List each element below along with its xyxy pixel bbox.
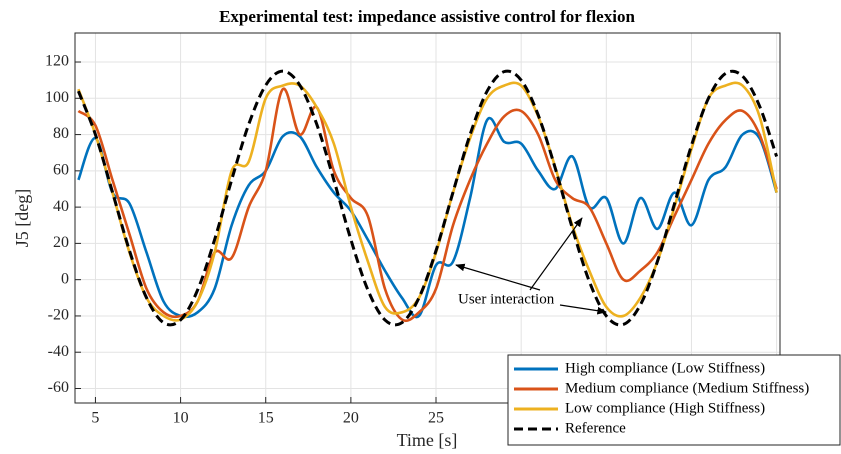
y-tick-label: -40 [48,343,69,360]
annotation-arrow [455,263,541,291]
y-tick-label: -60 [48,379,69,396]
x-tick-label: 25 [428,410,444,427]
x-tick-label: 15 [258,410,274,427]
legend-label: Low compliance (High Stiffness) [565,400,765,416]
series-line [77,116,778,319]
series-line [77,69,779,327]
y-tick-label: -20 [48,307,69,324]
legend-box [507,354,841,446]
annotation-arrow [529,217,583,291]
y-tick-label: 80 [53,125,69,142]
y-tick-label: 120 [45,53,69,70]
plot-frame [74,32,781,404]
legend-label: High compliance (Low Stiffness) [565,360,765,376]
x-tick-label: 10 [173,410,189,427]
annotation-arrow [559,304,607,315]
y-tick-label: 60 [53,162,69,179]
legend-label: Medium compliance (Medium Stiffness) [565,380,809,396]
y-tick-label: 20 [53,234,69,251]
chart-title: Experimental test: impedance assistive c… [219,7,635,26]
x-axis-label: Time [s] [397,430,458,450]
x-tick-label: 5 [91,410,99,427]
annotation: User interaction [455,217,607,315]
legend-label: Reference [565,420,626,436]
y-tick-label: 100 [45,89,69,106]
x-tick-label: 20 [343,410,359,427]
y-tick-label: 40 [53,198,69,215]
y-axis-label: J5 [deg] [12,189,32,247]
annotation-text: User interaction [458,291,555,307]
y-tick-label: 0 [61,270,69,287]
